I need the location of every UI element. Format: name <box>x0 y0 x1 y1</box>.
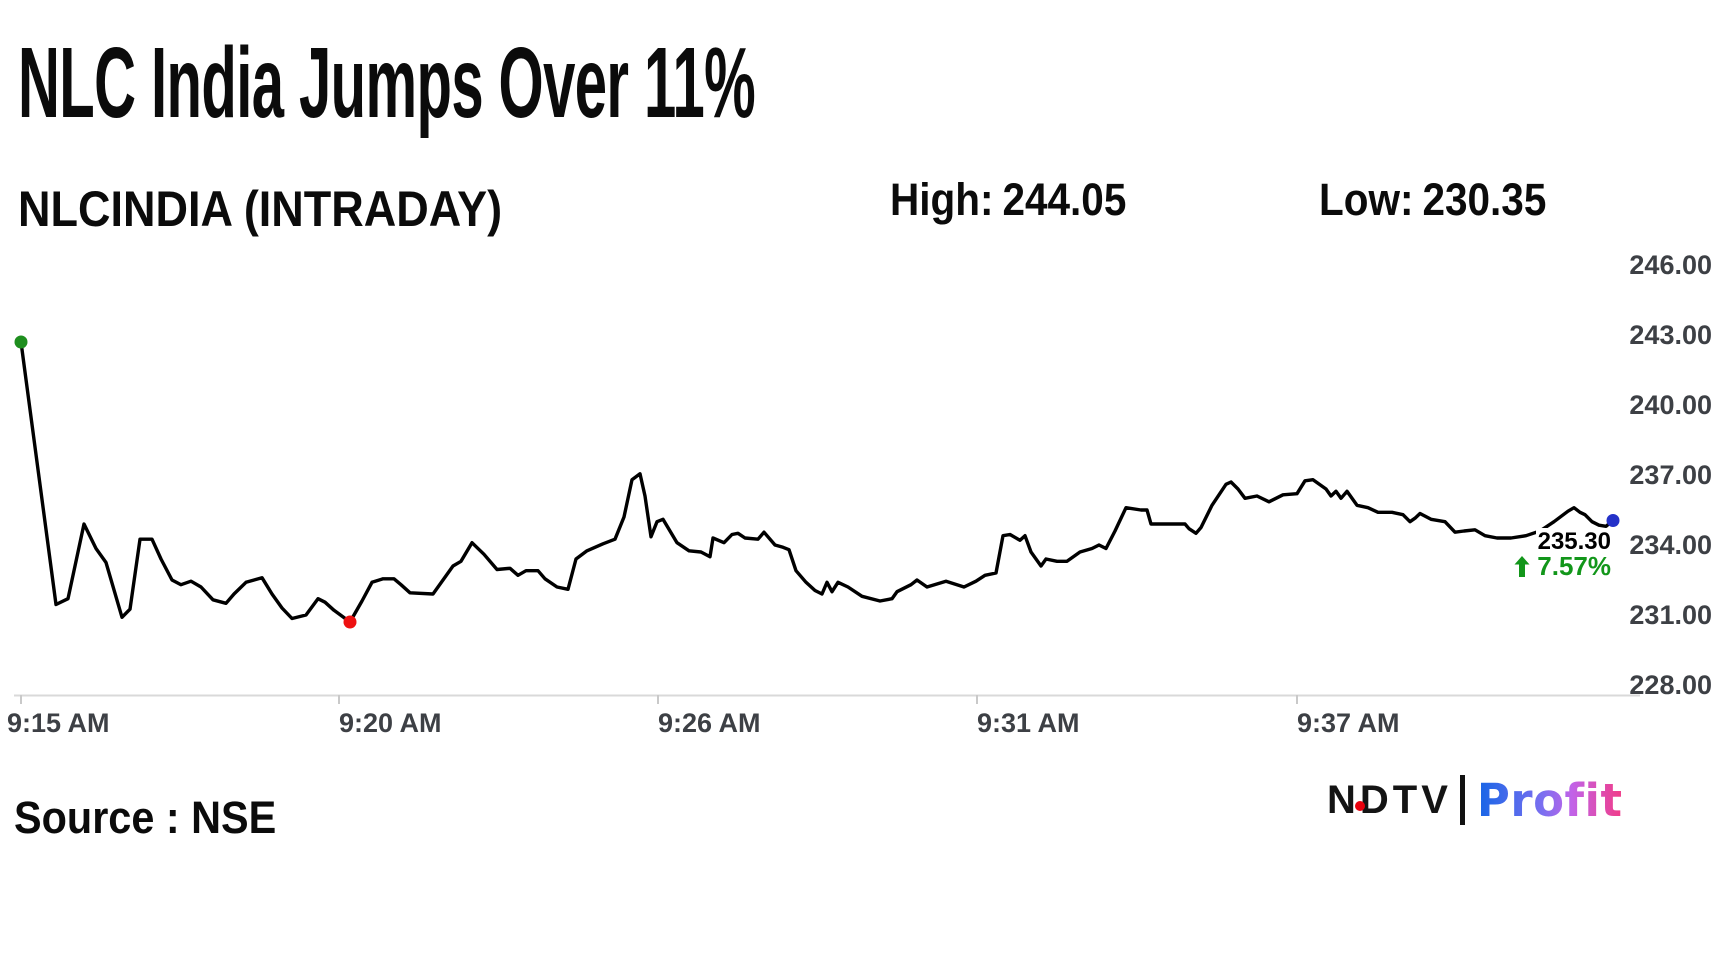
ndtv-logo-text: NDTV <box>1327 777 1452 822</box>
x-axis-tick-label: 9:31 AM <box>977 708 1080 738</box>
session-high-stat: High: 244.05 <box>890 174 1126 226</box>
source-note: Source : NSE <box>14 792 277 843</box>
y-axis-tick-label: 228.00 <box>1629 670 1712 700</box>
low-marker-dot <box>343 615 357 629</box>
x-axis-tick-label: 9:37 AM <box>1297 708 1400 738</box>
y-axis-tick-label: 237.00 <box>1629 460 1712 490</box>
ndtv-profit-logo: NDTV Profit <box>1327 772 1623 828</box>
instrument-label: NLCINDIA (INTRADAY) <box>18 181 503 237</box>
ndtv-logo-red-dot-icon <box>1355 800 1365 811</box>
high-value: 244.05 <box>1002 174 1127 225</box>
y-axis-tick-label: 240.00 <box>1629 390 1712 420</box>
change-percent-value: 7.57% <box>1537 551 1611 581</box>
y-axis-tick-label: 243.00 <box>1629 320 1712 350</box>
open-marker-dot <box>14 335 28 349</box>
up-arrow-icon <box>1514 556 1530 577</box>
price-line <box>19 340 1615 624</box>
x-axis-tick-label: 9:26 AM <box>658 708 761 738</box>
change-percent-badge: 7.57% <box>1514 551 1611 582</box>
low-value: 230.35 <box>1422 174 1547 225</box>
y-axis-tick-label: 246.00 <box>1629 250 1712 280</box>
y-axis-tick-label: 234.00 <box>1629 530 1712 560</box>
high-label: High: <box>890 174 994 225</box>
profit-logo-text: Profit <box>1476 773 1623 827</box>
x-axis-tick-label: 9:15 AM <box>7 708 110 738</box>
y-axis-tick-label: 231.00 <box>1629 600 1712 630</box>
last-price-marker-dot <box>1606 514 1620 527</box>
last-price-label: 235.30 <box>1535 528 1613 556</box>
x-axis-tick-label: 9:20 AM <box>339 708 442 738</box>
session-low-stat: Low: 230.35 <box>1319 174 1546 226</box>
page-title: NLC India Jumps Over 11% <box>18 27 756 139</box>
low-label: Low: <box>1319 174 1414 225</box>
logo-separator-bar <box>1459 775 1465 825</box>
